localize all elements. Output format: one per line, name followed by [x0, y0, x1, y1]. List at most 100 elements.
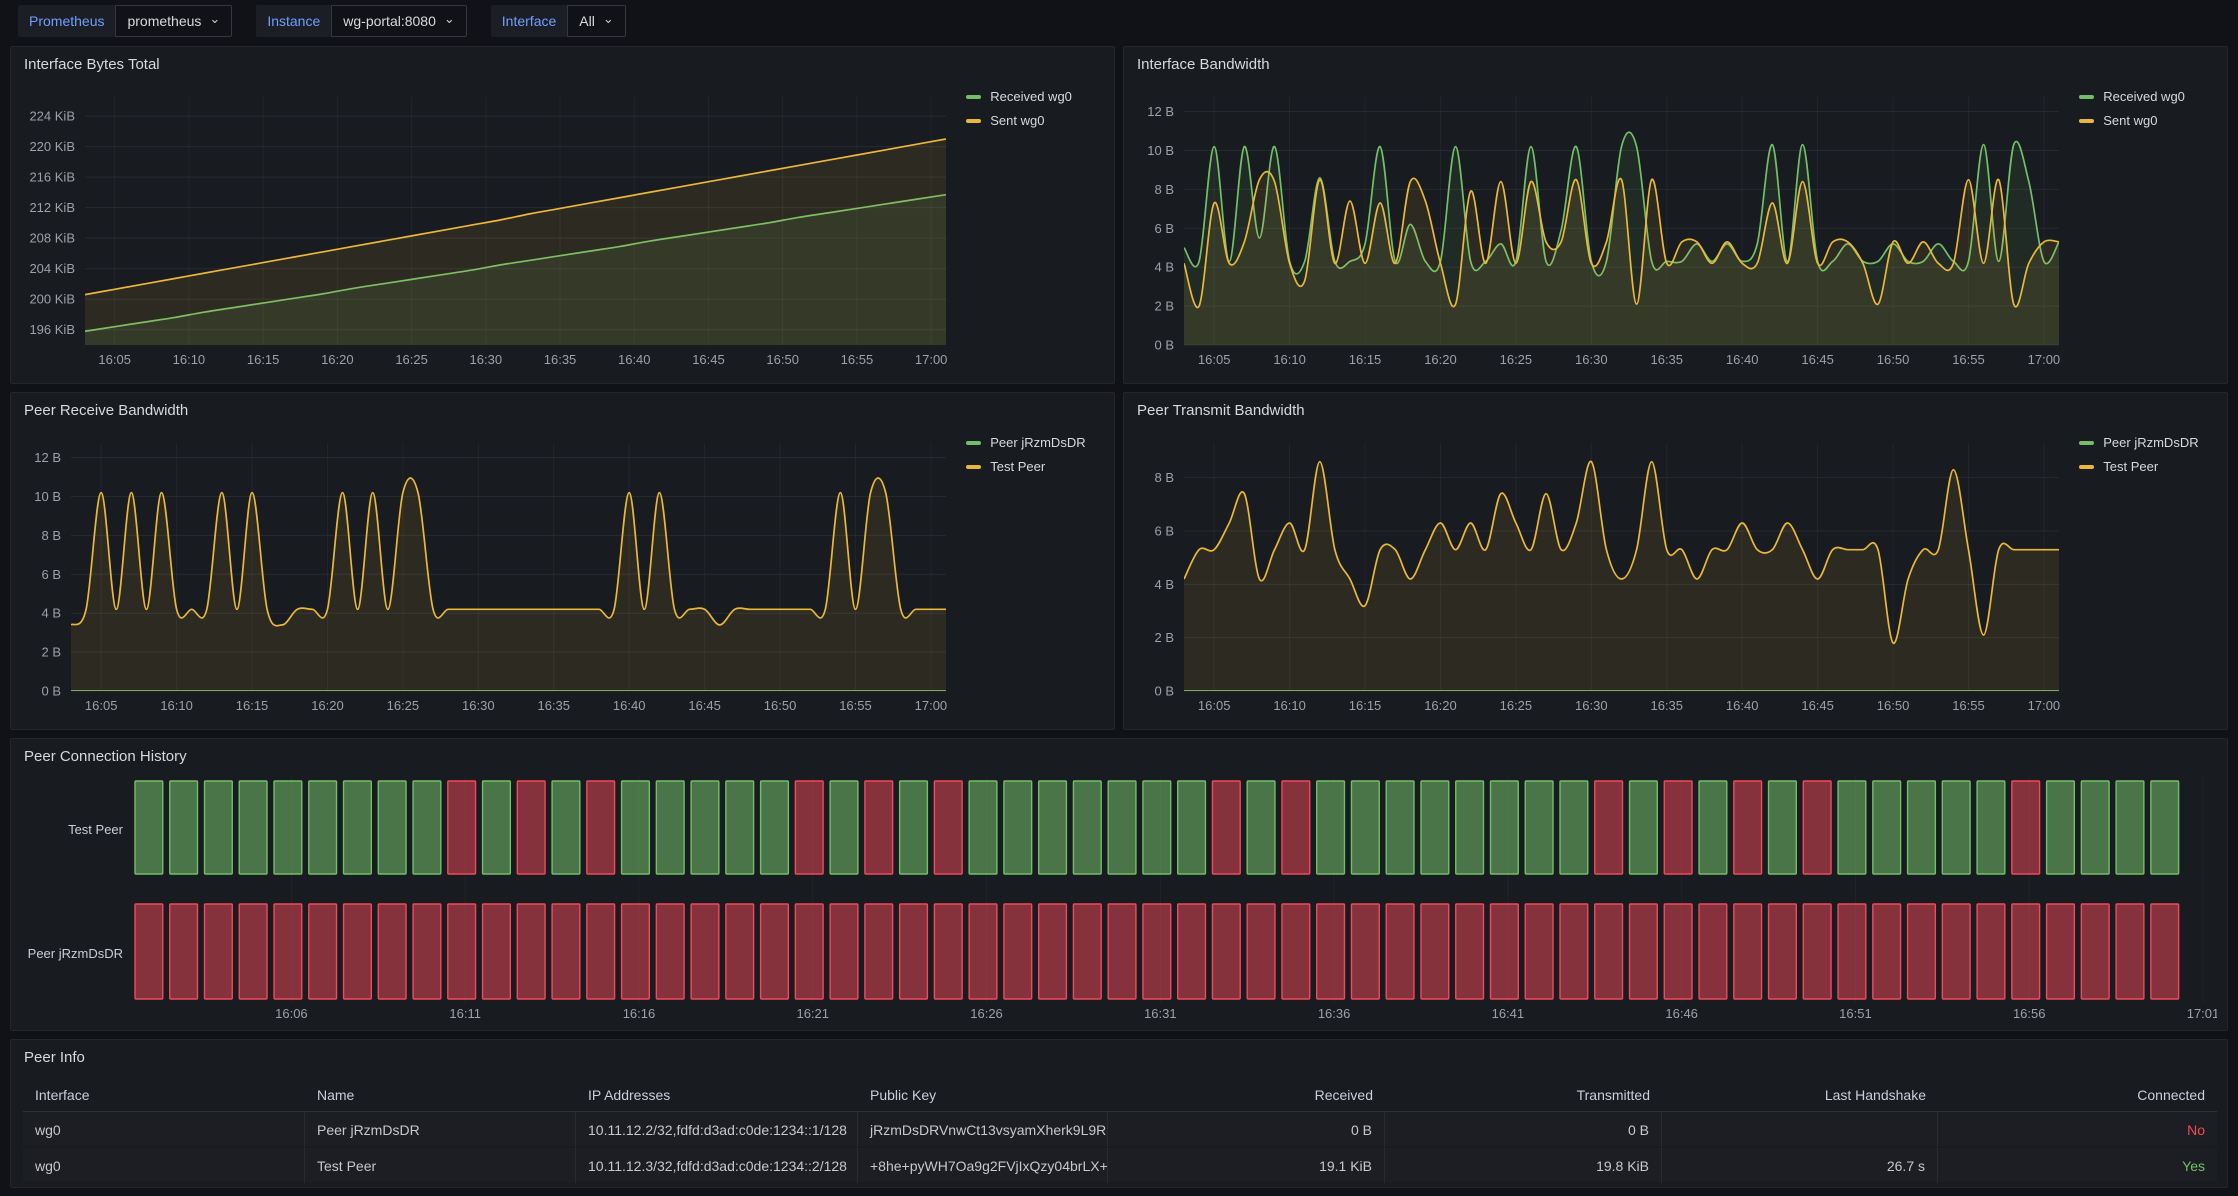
svg-text:16:25: 16:25 [387, 698, 420, 713]
interface-bytes-total-plot[interactable]: 16:0516:1016:1516:2016:2516:3016:3516:40… [23, 83, 952, 371]
state-bar-disconnected [1664, 904, 1692, 999]
panel-body: 16:0516:1016:1516:2016:2516:3016:3516:40… [1124, 83, 2227, 375]
state-bar-connected [1525, 781, 1553, 874]
state-bar-connected [2116, 781, 2144, 874]
svg-text:16:50: 16:50 [766, 352, 799, 367]
svg-text:16:40: 16:40 [613, 698, 646, 713]
state-bar-disconnected [239, 904, 267, 999]
legend-series-swatch [966, 441, 981, 445]
state-bar-disconnected [1769, 904, 1797, 999]
variable-dropdown-prometheus[interactable]: prometheus ⌄ [115, 5, 232, 37]
state-bar-disconnected [1734, 781, 1762, 874]
state-bar-disconnected [2081, 904, 2109, 999]
svg-text:16:40: 16:40 [1726, 698, 1759, 713]
legend-item[interactable]: Test Peer [2079, 459, 2215, 474]
panel-title-peer-connection-history[interactable]: Peer Connection History [11, 739, 2227, 775]
svg-text:4 B: 4 B [1154, 577, 1174, 592]
variable-label-interface: Interface [491, 5, 567, 37]
legend-item[interactable]: Peer jRzmDsDR [966, 435, 1102, 450]
legend-series-label: Test Peer [2103, 459, 2158, 474]
svg-text:16:16: 16:16 [623, 1006, 656, 1021]
state-bar-disconnected [1664, 781, 1692, 874]
svg-text:8 B: 8 B [1154, 470, 1174, 485]
state-bar-connected [1004, 781, 1032, 874]
column-header-interface[interactable]: Interface [23, 1078, 305, 1112]
svg-text:16:05: 16:05 [1198, 698, 1231, 713]
state-bar-disconnected [1699, 904, 1727, 999]
state-bar-disconnected [1560, 904, 1588, 999]
state-bar-disconnected [1004, 904, 1032, 999]
legend-series-label: Received wg0 [2103, 89, 2185, 104]
panel-body: 16:0516:1016:1516:2016:2516:3016:3516:40… [1124, 429, 2227, 721]
panel-title-peer-receive-bandwidth[interactable]: Peer Receive Bandwidth [11, 393, 1114, 429]
legend-item[interactable]: Received wg0 [966, 89, 1102, 104]
state-bar-disconnected [1456, 904, 1484, 999]
state-bar-disconnected [344, 904, 372, 999]
panel-title-peer-info[interactable]: Peer Info [11, 1040, 2227, 1076]
legend-series-swatch [966, 119, 981, 123]
legend: Received wg0 Sent wg0 [2065, 83, 2215, 371]
interface-bandwidth-plot[interactable]: 16:0516:1016:1516:2016:2516:3016:3516:40… [1136, 83, 2065, 371]
state-bar-disconnected [2012, 904, 2040, 999]
state-bar-connected [378, 781, 406, 874]
svg-text:2 B: 2 B [1154, 299, 1174, 314]
state-bar-connected [969, 781, 997, 874]
panel-interface-bandwidth: Interface Bandwidth 16:0516:1016:1516:20… [1123, 46, 2228, 384]
state-bar-disconnected [517, 904, 545, 999]
variable-dropdown-interface[interactable]: All ⌄ [567, 5, 625, 37]
state-bar-disconnected [1525, 904, 1553, 999]
variable-prometheus: Prometheus prometheus ⌄ [18, 5, 232, 37]
state-bar-connected [170, 781, 198, 874]
legend: Peer jRzmDsDR Test Peer [2065, 429, 2215, 717]
column-header-transmitted[interactable]: Transmitted [1385, 1078, 1662, 1112]
legend-item[interactable]: Received wg0 [2079, 89, 2215, 104]
state-bar-connected [309, 781, 337, 874]
state-bar-disconnected [622, 904, 650, 999]
state-bar-connected [2081, 781, 2109, 874]
state-bar-disconnected [205, 904, 233, 999]
legend-item[interactable]: Sent wg0 [2079, 113, 2215, 128]
variable-value-prometheus: prometheus [127, 13, 201, 29]
table-cell: 19.8 KiB [1385, 1148, 1662, 1184]
state-bar-disconnected [135, 904, 163, 999]
svg-text:0 B: 0 B [41, 684, 61, 699]
svg-text:16:10: 16:10 [1273, 698, 1306, 713]
legend-item[interactable]: Test Peer [966, 459, 1102, 474]
column-header-name[interactable]: Name [305, 1078, 576, 1112]
panel-title-peer-transmit-bandwidth[interactable]: Peer Transmit Bandwidth [1124, 393, 2227, 429]
column-header-last-handshake[interactable]: Last Handshake [1662, 1078, 1938, 1112]
column-header-ip-addresses[interactable]: IP Addresses [576, 1078, 858, 1112]
peer-receive-bandwidth-plot[interactable]: 16:0516:1016:1516:2016:2516:3016:3516:40… [23, 429, 952, 717]
timeline-row-test-peer: Test Peer [68, 781, 2179, 874]
column-header-connected[interactable]: Connected [1938, 1078, 2217, 1112]
legend: Received wg0 Sent wg0 [952, 83, 1102, 371]
panel-title-interface-bandwidth[interactable]: Interface Bandwidth [1124, 47, 2227, 83]
svg-text:200 KiB: 200 KiB [29, 292, 75, 307]
state-bar-disconnected [274, 904, 302, 999]
column-header-received[interactable]: Received [1108, 1078, 1385, 1112]
svg-text:16:36: 16:36 [1318, 1006, 1351, 1021]
peer-transmit-bandwidth-plot[interactable]: 16:0516:1016:1516:2016:2516:3016:3516:40… [1136, 429, 2065, 717]
state-bar-disconnected [483, 904, 511, 999]
peer-connection-history-plot[interactable]: 16:0616:1116:1616:2116:2616:3116:3616:41… [23, 775, 2217, 1022]
svg-text:Peer jRzmDsDR: Peer jRzmDsDR [28, 946, 123, 961]
legend-series-label: Peer jRzmDsDR [2103, 435, 2198, 450]
svg-text:16:45: 16:45 [688, 698, 721, 713]
legend-item[interactable]: Sent wg0 [966, 113, 1102, 128]
svg-text:16:05: 16:05 [1198, 352, 1231, 367]
state-bar-disconnected [413, 904, 441, 999]
panel-title-interface-bytes-total[interactable]: Interface Bytes Total [11, 47, 1114, 83]
svg-text:16:45: 16:45 [1801, 352, 1834, 367]
legend-series-swatch [2079, 95, 2094, 99]
state-bar-connected [1873, 781, 1901, 874]
table-cell: 26.7 s [1662, 1148, 1938, 1184]
legend-item[interactable]: Peer jRzmDsDR [2079, 435, 2215, 450]
state-bar-disconnected [1282, 904, 1310, 999]
svg-text:16:31: 16:31 [1144, 1006, 1177, 1021]
state-bar-connected [1108, 781, 1136, 874]
column-header-public-key[interactable]: Public Key [858, 1078, 1108, 1112]
legend-series-swatch [2079, 441, 2094, 445]
variable-dropdown-instance[interactable]: wg-portal:8080 ⌄ [331, 5, 467, 37]
svg-text:16:41: 16:41 [1492, 1006, 1525, 1021]
svg-text:16:35: 16:35 [537, 698, 570, 713]
